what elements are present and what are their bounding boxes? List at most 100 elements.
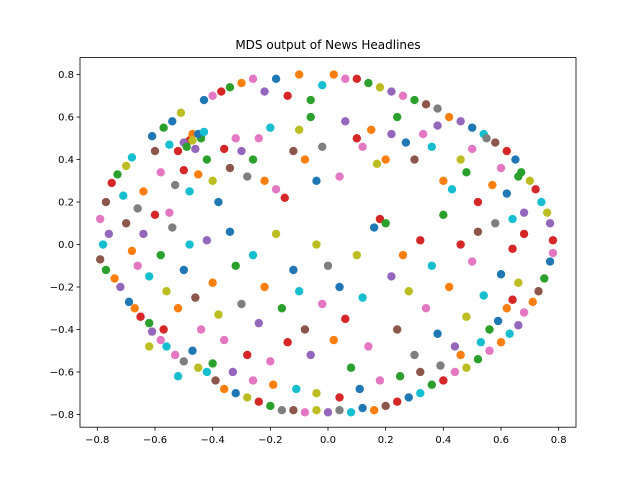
y-tick-label: −0.6: [50, 367, 74, 378]
data-point: [416, 236, 425, 245]
data-point: [156, 335, 165, 345]
data-point: [450, 342, 460, 351]
data-point: [292, 384, 301, 394]
data-point: [243, 350, 252, 360]
data-point: [450, 367, 460, 377]
data-point: [168, 117, 177, 126]
data-point: [248, 376, 258, 385]
data-point: [534, 287, 543, 296]
data-point: [375, 376, 385, 385]
data-point: [133, 261, 142, 270]
data-point: [179, 357, 189, 366]
data-point: [358, 403, 367, 413]
data-point: [410, 155, 419, 164]
data-point: [116, 282, 125, 292]
data-point: [519, 308, 529, 317]
data-point: [300, 325, 310, 334]
data-point: [473, 355, 483, 364]
data-point: [139, 229, 148, 239]
data-point: [127, 246, 137, 256]
data-point: [191, 144, 200, 154]
data-point: [289, 265, 298, 275]
data-point: [439, 176, 448, 185]
data-point: [505, 329, 514, 338]
x-tick-label: 0.8: [551, 435, 567, 446]
data-point: [473, 197, 483, 207]
data-point: [173, 146, 183, 156]
data-point: [165, 140, 174, 149]
data-point: [145, 318, 154, 328]
data-point: [352, 74, 362, 84]
y-tick-label: 0.4: [58, 155, 74, 166]
data-point: [393, 325, 402, 334]
data-point: [121, 161, 131, 171]
data-point: [369, 223, 379, 232]
data-point: [98, 240, 108, 249]
data-point: [95, 255, 105, 264]
data-point: [493, 316, 503, 326]
data-point: [266, 357, 275, 366]
data-point: [107, 178, 116, 188]
data-point: [208, 359, 217, 368]
data-point: [393, 112, 402, 122]
data-point: [211, 376, 220, 385]
data-point: [519, 229, 529, 239]
data-point: [277, 304, 287, 313]
data-point: [514, 278, 523, 287]
data-point: [393, 397, 402, 406]
data-point: [488, 180, 497, 190]
data-point: [248, 74, 258, 84]
data-point: [225, 227, 235, 236]
points-layer: [95, 70, 558, 417]
data-point: [173, 372, 183, 381]
data-point: [179, 165, 189, 175]
y-tick-label: 0.2: [58, 198, 74, 209]
data-point: [202, 236, 212, 245]
data-point: [199, 95, 209, 105]
data-point: [156, 250, 165, 260]
data-point: [479, 291, 488, 300]
x-tick-label: −0.6: [143, 435, 167, 446]
data-point: [341, 117, 350, 126]
data-point: [176, 108, 186, 118]
data-point: [254, 397, 263, 406]
data-point: [133, 204, 142, 213]
data-point: [542, 208, 552, 217]
data-point: [217, 87, 226, 96]
data-point: [502, 304, 511, 313]
x-tick-label: −0.2: [258, 435, 282, 446]
data-point: [119, 191, 128, 200]
data-point: [375, 83, 385, 92]
data-point: [508, 244, 517, 253]
data-point: [444, 112, 454, 122]
data-point: [496, 270, 506, 279]
data-point: [271, 229, 281, 239]
data-point: [462, 363, 471, 372]
data-point: [375, 214, 385, 224]
data-point: [243, 393, 252, 402]
data-point: [188, 136, 197, 145]
data-point: [485, 325, 494, 334]
data-point: [280, 193, 289, 202]
data-point: [548, 248, 558, 258]
data-point: [150, 146, 160, 156]
data-point: [194, 363, 203, 372]
data-point: [427, 261, 437, 270]
data-point: [462, 168, 471, 177]
data-point: [404, 287, 413, 296]
data-point: [228, 367, 238, 377]
data-point: [260, 282, 269, 292]
data-point: [502, 146, 511, 156]
data-point: [369, 406, 379, 415]
x-tick-label: 0.0: [320, 435, 336, 446]
data-point: [401, 138, 411, 147]
data-point: [136, 312, 145, 321]
data-point: [473, 227, 483, 236]
data-point: [182, 142, 191, 152]
x-tick-label: 0.6: [493, 435, 509, 446]
data-point: [159, 123, 168, 132]
data-point: [433, 329, 442, 338]
data-point: [248, 250, 258, 260]
data-point: [496, 338, 506, 347]
data-point: [346, 363, 356, 372]
